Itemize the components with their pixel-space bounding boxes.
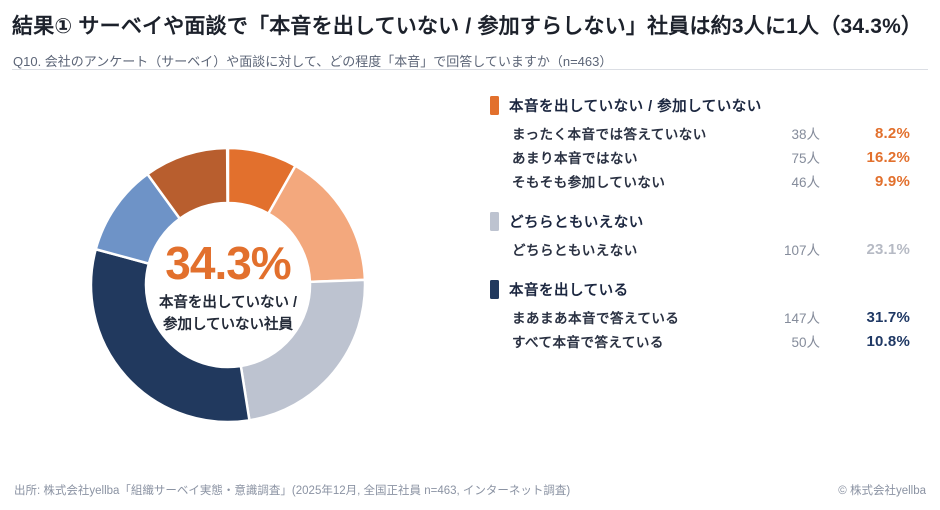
legend-row-count: 75人 — [791, 151, 820, 166]
legend-group-not-honest: 本音を出していない / 参加していない まったく本音では答えていない 38人 8… — [490, 94, 910, 193]
legend-row-label: あまり本音ではない — [512, 151, 638, 166]
legend-row-label: まあまあ本音で答えている — [512, 311, 680, 326]
legend-row-percentage: 31.7% — [866, 308, 910, 326]
legend-row: すべて本音で答えている 50人 10.8% — [490, 329, 910, 353]
legend-row: そもそも参加していない 46人 9.9% — [490, 169, 910, 193]
legend-row-label: まったく本音では答えていない — [512, 127, 707, 142]
legend-row: まったく本音では答えていない 38人 8.2% — [490, 121, 910, 145]
legend-marker-navy — [490, 279, 499, 299]
legend-row-count: 107人 — [783, 243, 820, 258]
donut-segment — [89, 248, 251, 424]
page-title: 結果① サーベイや面談で「本音を出していない / 参加すらしない」社員は約3人に… — [12, 15, 923, 38]
legend-group-honest: 本音を出している まあまあ本音で答えている 147人 31.7% すべて本音で答… — [490, 278, 910, 353]
legend-row-count: 147人 — [783, 311, 820, 326]
header-divider — [12, 69, 928, 70]
footer: 出所: 株式会社yellba「組織サーベイ実態・意識調査」(2025年12月, … — [14, 482, 926, 498]
legend-group-neutral: どちらともいえない どちらともいえない 107人 23.1% — [490, 210, 910, 261]
legend-row-count: 50人 — [791, 335, 820, 350]
donut-segment — [146, 146, 229, 220]
footer-source-text: 出所: 株式会社yellba「組織サーベイ実態・意識調査」(2025年12月, … — [14, 485, 571, 497]
legend-row-label: すべて本音で答えている — [512, 335, 664, 350]
legend-row-percentage: 8.2% — [875, 124, 910, 142]
legend-group-title: 本音を出していない / 参加していない — [509, 98, 762, 115]
donut-chart-svg — [89, 146, 367, 424]
legend-row-label: どちらともいえない — [512, 243, 638, 258]
legend-row-count: 38人 — [791, 127, 820, 142]
legend-row-label: そもそも参加していない — [512, 175, 666, 190]
legend-row-percentage: 9.9% — [875, 172, 910, 190]
legend-row-count: 46人 — [791, 175, 820, 190]
legend-group-title: 本音を出している — [509, 282, 629, 299]
donut-segment — [239, 278, 367, 422]
legend-row-percentage: 16.2% — [866, 148, 910, 166]
legend-group-header: どちらともいえない — [490, 210, 910, 232]
legend-table: 本音を出していない / 参加していない まったく本音では答えていない 38人 8… — [490, 94, 910, 370]
legend-row: どちらともいえない 107人 23.1% — [490, 237, 910, 261]
legend-row-percentage: 23.1% — [866, 240, 910, 258]
legend-marker-orange — [490, 95, 499, 115]
question-subtitle: Q10. 会社のアンケート（サーベイ）や面談に対して、どの程度「本音」で回答して… — [13, 54, 613, 69]
legend-group-header: 本音を出している — [490, 278, 910, 300]
footer-copyright-text: © 株式会社yellba — [838, 485, 926, 497]
legend-row: あまり本音ではない 75人 16.2% — [490, 145, 910, 169]
legend-row: まあまあ本音で答えている 147人 31.7% — [490, 305, 910, 329]
legend-row-percentage: 10.8% — [866, 332, 910, 350]
donut-chart: 34.3% 本音を出していない / 参加していない社員 — [78, 135, 378, 435]
legend-marker-gray — [490, 211, 499, 231]
legend-group-header: 本音を出していない / 参加していない — [490, 94, 910, 116]
legend-group-title: どちらともいえない — [509, 214, 644, 231]
